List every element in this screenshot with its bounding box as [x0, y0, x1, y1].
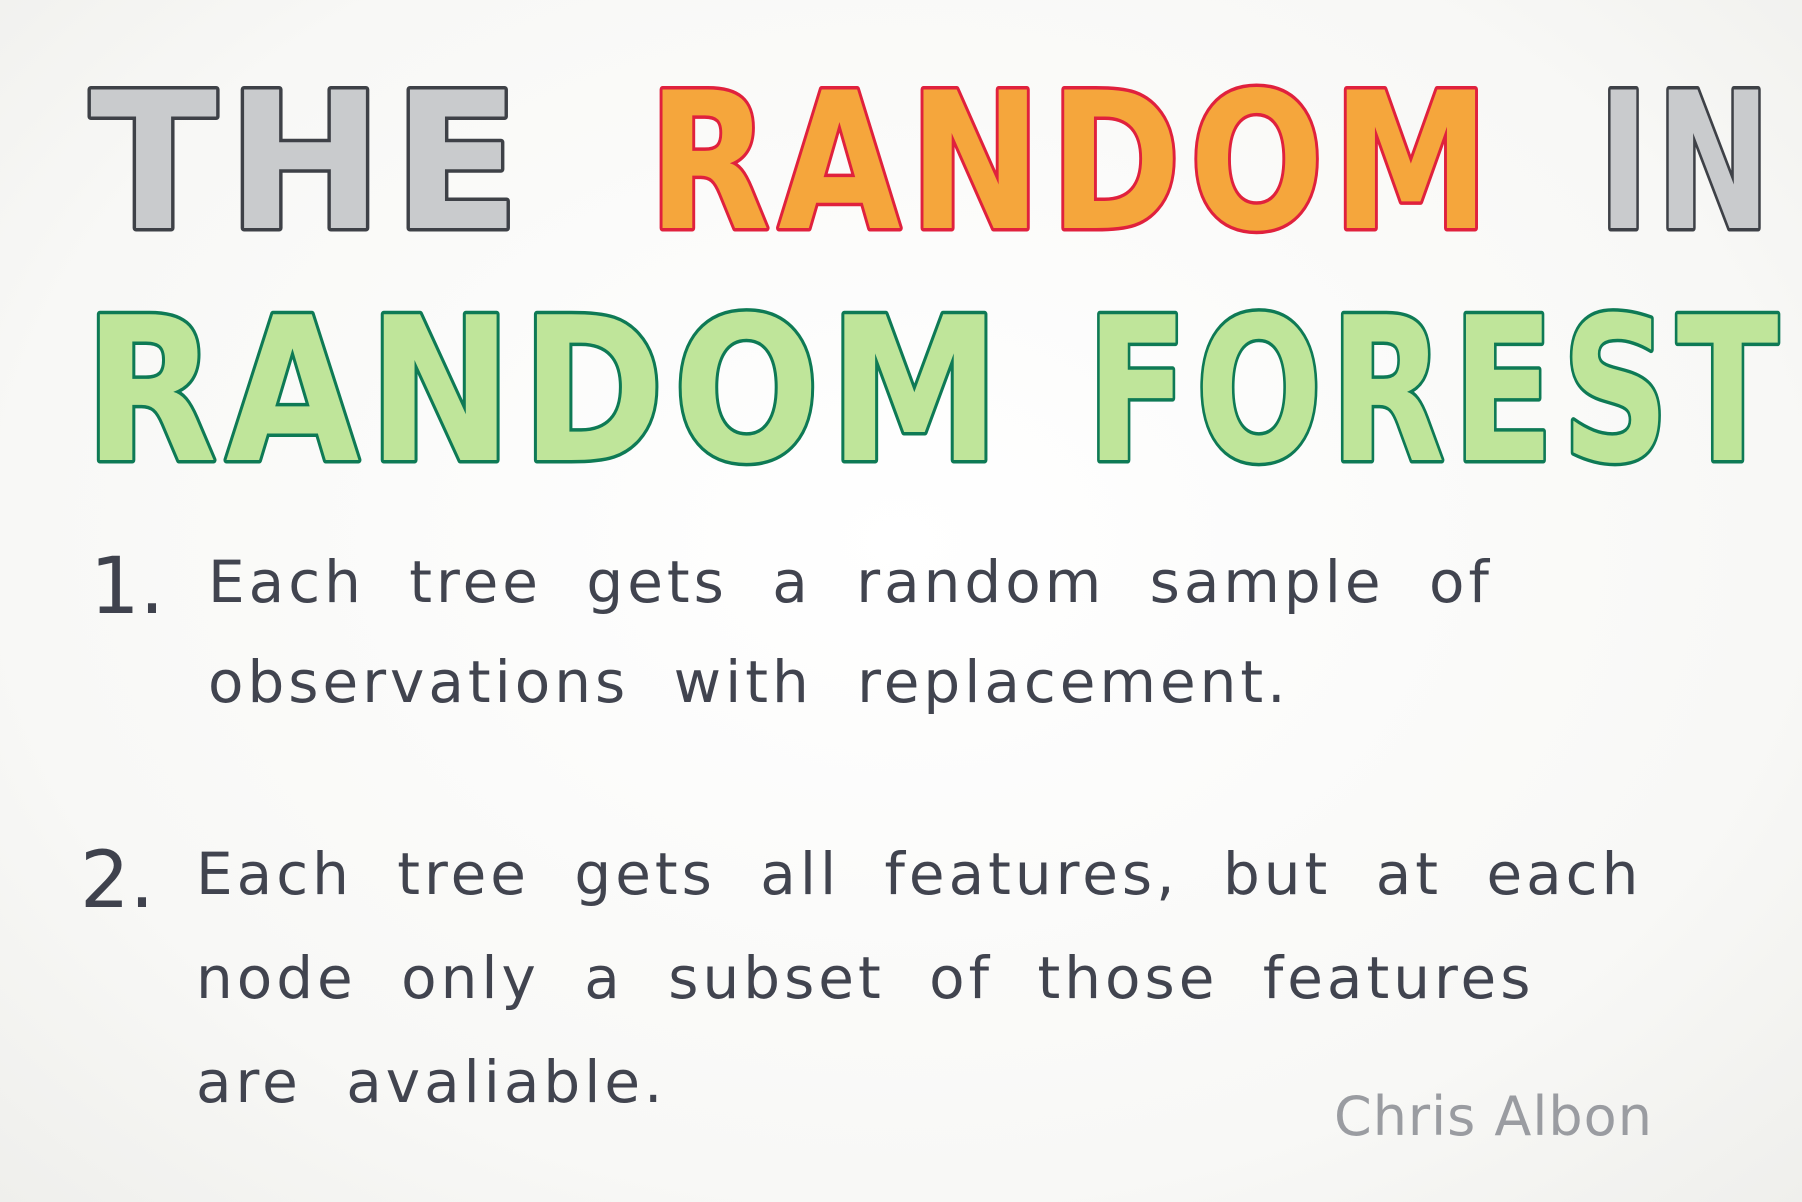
title-word-the: THE — [90, 68, 530, 258]
title-line-2: RANDOM FOREST — [0, 280, 1802, 470]
list-item-number: 2. — [80, 836, 155, 926]
list-item-text: Each tree gets a random sample of observ… — [208, 548, 1493, 716]
title-word-in: IN — [1598, 68, 1778, 258]
title-line-1-svg: THE RANDOM IN — [87, 68, 1778, 258]
title-line-2-svg: RANDOM FOREST — [81, 280, 1786, 470]
author-signature: Chris Albon — [1334, 1085, 1653, 1148]
list-item-text: Each tree gets all features, but at each… — [196, 840, 1643, 1116]
title-word-random: RANDOM — [648, 68, 1498, 258]
title-word-forest: FOREST — [1086, 280, 1786, 470]
title-line-1: THE RANDOM IN — [0, 68, 1802, 258]
title-word-random-2: RANDOM — [84, 280, 1009, 470]
list-item-number: 1. — [90, 542, 165, 632]
